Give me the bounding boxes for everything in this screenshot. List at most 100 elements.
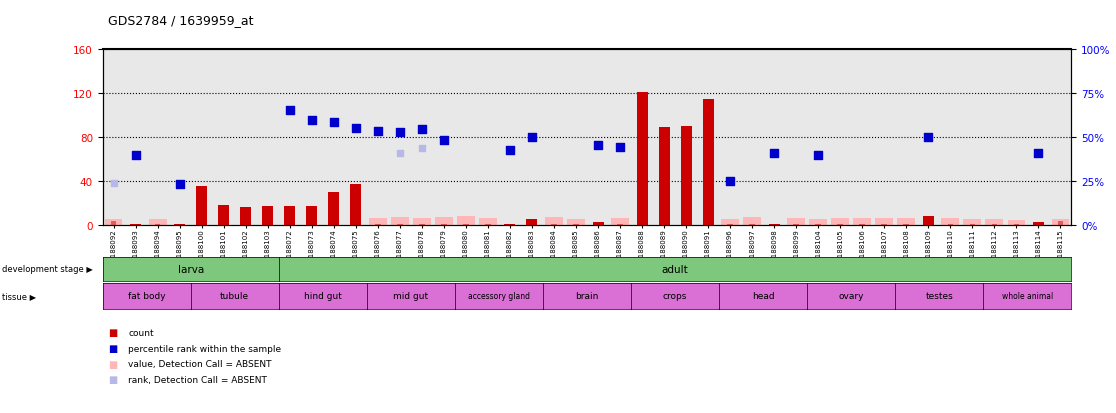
- Bar: [219, 205, 229, 225]
- Bar: [854, 218, 870, 225]
- Bar: [947, 224, 953, 225]
- Bar: [721, 220, 739, 225]
- Text: development stage ▶: development stage ▶: [2, 264, 93, 273]
- Bar: [328, 192, 339, 225]
- Bar: [749, 224, 754, 225]
- Point: [391, 150, 408, 157]
- Bar: [240, 207, 251, 225]
- Bar: [567, 220, 585, 225]
- Bar: [1013, 224, 1019, 225]
- Text: crops: crops: [663, 292, 687, 300]
- Bar: [859, 224, 865, 225]
- Point: [413, 126, 431, 133]
- Bar: [703, 100, 713, 225]
- Point: [347, 125, 365, 132]
- Bar: [479, 218, 497, 225]
- Bar: [397, 224, 403, 225]
- Bar: [174, 224, 185, 225]
- Point: [281, 108, 299, 114]
- Text: ■: ■: [108, 359, 117, 369]
- Bar: [375, 224, 381, 225]
- Bar: [809, 220, 827, 225]
- Text: ■: ■: [108, 328, 117, 337]
- Bar: [435, 217, 453, 225]
- Bar: [1058, 222, 1064, 225]
- Bar: [105, 220, 123, 225]
- Text: mid gut: mid gut: [393, 292, 429, 300]
- Bar: [831, 218, 849, 225]
- Bar: [485, 224, 491, 225]
- Bar: [636, 93, 647, 225]
- Bar: [991, 224, 997, 225]
- Text: GDS2784 / 1639959_at: GDS2784 / 1639959_at: [108, 14, 253, 27]
- Point: [369, 128, 387, 135]
- Bar: [420, 224, 425, 225]
- Bar: [970, 224, 975, 225]
- Bar: [504, 224, 516, 225]
- Text: hind gut: hind gut: [304, 292, 341, 300]
- Bar: [875, 218, 893, 225]
- Point: [325, 120, 343, 126]
- Bar: [110, 222, 116, 225]
- Point: [127, 153, 145, 159]
- Point: [501, 147, 519, 154]
- Bar: [196, 187, 208, 225]
- Bar: [658, 128, 670, 225]
- Bar: [681, 126, 692, 225]
- Text: tubule: tubule: [220, 292, 249, 300]
- Text: count: count: [128, 328, 154, 337]
- Text: brain: brain: [576, 292, 598, 300]
- Point: [302, 118, 320, 124]
- Text: larva: larva: [177, 264, 204, 274]
- Point: [809, 153, 827, 159]
- Text: ■: ■: [108, 343, 117, 353]
- Text: percentile rank within the sample: percentile rank within the sample: [128, 344, 281, 353]
- Bar: [904, 224, 910, 225]
- Bar: [391, 217, 408, 225]
- Bar: [551, 224, 557, 225]
- Bar: [527, 220, 538, 225]
- Text: value, Detection Call = ABSENT: value, Detection Call = ABSENT: [128, 359, 272, 368]
- Bar: [985, 220, 1003, 225]
- Bar: [788, 218, 805, 225]
- Bar: [441, 224, 446, 225]
- Bar: [148, 220, 166, 225]
- Bar: [942, 218, 959, 225]
- Text: accessory gland: accessory gland: [468, 292, 530, 300]
- Point: [721, 178, 739, 185]
- Bar: [837, 224, 843, 225]
- Point: [391, 130, 408, 136]
- Text: ■: ■: [108, 375, 117, 385]
- Text: head: head: [752, 292, 775, 300]
- Bar: [463, 224, 469, 225]
- Bar: [923, 216, 934, 225]
- Point: [523, 134, 541, 141]
- Bar: [458, 216, 474, 225]
- Bar: [728, 224, 733, 225]
- Bar: [262, 206, 273, 225]
- Point: [766, 150, 783, 157]
- Bar: [369, 218, 386, 225]
- Bar: [793, 224, 799, 225]
- Bar: [897, 218, 915, 225]
- Bar: [816, 224, 821, 225]
- Point: [105, 180, 123, 187]
- Bar: [743, 217, 761, 225]
- Text: tissue ▶: tissue ▶: [2, 292, 37, 300]
- Bar: [1032, 223, 1043, 225]
- Point: [920, 134, 937, 141]
- Text: ovary: ovary: [838, 292, 864, 300]
- Text: whole animal: whole animal: [1002, 292, 1054, 300]
- Point: [589, 143, 607, 150]
- Text: fat body: fat body: [128, 292, 165, 300]
- Bar: [306, 206, 317, 225]
- Bar: [285, 206, 296, 225]
- Bar: [617, 224, 623, 225]
- Bar: [155, 224, 161, 225]
- Bar: [612, 218, 628, 225]
- Point: [413, 145, 431, 152]
- Text: adult: adult: [662, 264, 689, 274]
- Point: [435, 137, 453, 144]
- Bar: [769, 224, 780, 225]
- Bar: [1051, 220, 1069, 225]
